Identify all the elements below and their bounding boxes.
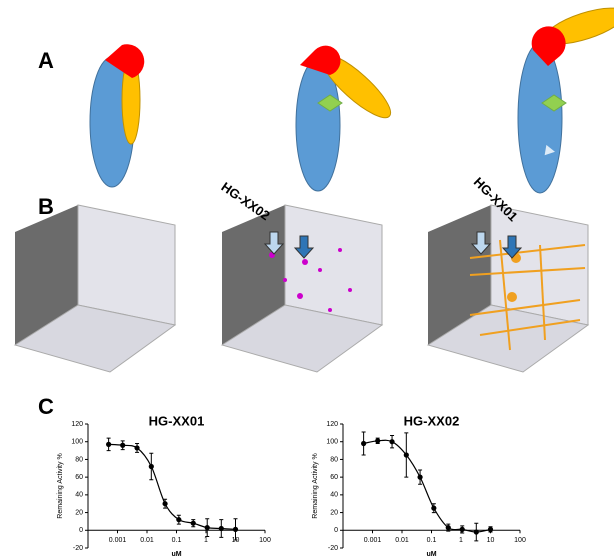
data-point [134, 445, 139, 450]
data-point [191, 521, 196, 526]
panel-a-cartoons [90, 1, 614, 193]
y-tick-label: 120 [71, 421, 83, 428]
data-point [162, 501, 167, 506]
data-point [474, 529, 479, 534]
y-tick-label: 60 [330, 474, 338, 481]
figure: A B C HG-XX02 HG-XX01 HG-XX01Remaining A… [0, 0, 614, 560]
y-tick-label: -20 [328, 545, 338, 552]
data-point [488, 527, 493, 532]
x-axis-label: uM [426, 551, 436, 558]
plot-3d [222, 205, 382, 372]
data-point [219, 526, 224, 531]
y-tick-label: 120 [326, 421, 338, 428]
x-tick-label: 0.01 [395, 537, 409, 544]
x-tick-label: 1 [204, 537, 208, 544]
panel-label: A [38, 48, 54, 73]
y-tick-label: 60 [75, 474, 83, 481]
data-point [404, 452, 409, 457]
y-axis-label: Remaining Activity % [312, 453, 319, 518]
y-tick-label: -20 [73, 545, 83, 552]
fit-curve [109, 444, 236, 529]
x-tick-label: 0.001 [364, 537, 382, 544]
y-tick-label: 80 [75, 456, 83, 463]
data-point [176, 517, 181, 522]
data-point [120, 443, 125, 448]
data-point [233, 527, 238, 532]
panel-label: C [38, 394, 54, 419]
x-tick-label: 0.1 [427, 537, 437, 544]
data-point [375, 438, 380, 443]
chart-title: HG-XX02 [404, 413, 460, 428]
x-axis-label: uM [171, 551, 181, 558]
x-tick-label: 10 [487, 537, 495, 544]
x-tick-label: 100 [514, 537, 526, 544]
y-tick-label: 0 [79, 527, 83, 534]
plot-3d [428, 205, 588, 372]
y-tick-label: 20 [75, 509, 83, 516]
panel-b-plots [15, 205, 588, 372]
data-point [106, 442, 111, 447]
plot-3d [15, 205, 175, 372]
compound-label: HG-XX02 [219, 179, 273, 223]
data-point [417, 475, 422, 480]
data-point [149, 464, 154, 469]
fit-curve [364, 440, 491, 532]
y-tick-label: 40 [75, 492, 83, 499]
x-tick-label: 100 [259, 537, 271, 544]
data-point [205, 525, 210, 530]
x-tick-label: 0.001 [109, 537, 127, 544]
data-point [446, 525, 451, 530]
chart-title: HG-XX01 [149, 413, 205, 428]
y-tick-label: 100 [326, 439, 338, 446]
data-point [389, 439, 394, 444]
data-point [431, 506, 436, 511]
data-point [361, 441, 366, 446]
panel-label: B [38, 194, 54, 219]
y-tick-label: 80 [330, 456, 338, 463]
y-axis-label: Remaining Activity % [57, 453, 64, 518]
y-tick-label: 0 [334, 527, 338, 534]
x-tick-label: 1 [459, 537, 463, 544]
y-tick-label: 20 [330, 509, 338, 516]
data-point [460, 527, 465, 532]
y-tick-label: 100 [71, 439, 83, 446]
x-tick-label: 0.01 [140, 537, 154, 544]
x-tick-label: 0.1 [172, 537, 182, 544]
y-tick-label: 40 [330, 492, 338, 499]
